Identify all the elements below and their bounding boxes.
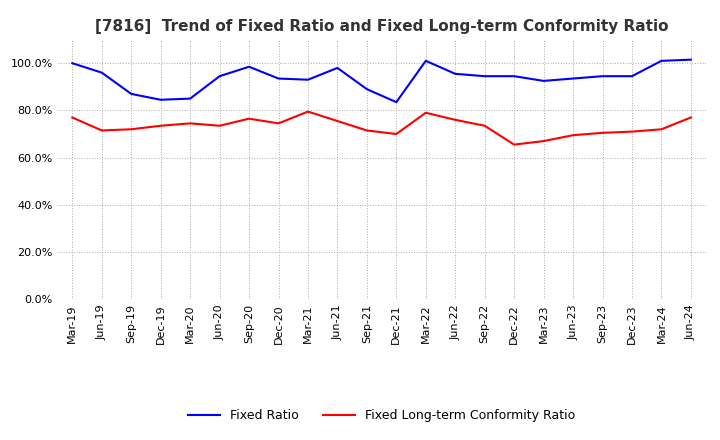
Fixed Long-term Conformity Ratio — [451, 117, 459, 122]
Fixed Long-term Conformity Ratio — [363, 128, 372, 133]
Fixed Ratio — [186, 96, 194, 101]
Fixed Ratio — [363, 87, 372, 92]
Fixed Long-term Conformity Ratio — [156, 123, 165, 128]
Fixed Ratio — [215, 73, 224, 79]
Fixed Ratio — [480, 73, 489, 79]
Title: [7816]  Trend of Fixed Ratio and Fixed Long-term Conformity Ratio: [7816] Trend of Fixed Ratio and Fixed Lo… — [95, 19, 668, 34]
Fixed Ratio — [451, 71, 459, 77]
Fixed Ratio — [245, 64, 253, 70]
Fixed Ratio — [687, 57, 696, 62]
Fixed Ratio — [628, 73, 636, 79]
Fixed Ratio — [274, 76, 283, 81]
Fixed Long-term Conformity Ratio — [657, 127, 666, 132]
Line: Fixed Ratio: Fixed Ratio — [72, 60, 691, 102]
Fixed Long-term Conformity Ratio — [480, 123, 489, 128]
Fixed Long-term Conformity Ratio — [569, 132, 577, 138]
Fixed Long-term Conformity Ratio — [628, 129, 636, 134]
Fixed Long-term Conformity Ratio — [304, 109, 312, 114]
Fixed Ratio — [657, 58, 666, 63]
Fixed Long-term Conformity Ratio — [245, 116, 253, 121]
Fixed Ratio — [421, 58, 430, 63]
Fixed Long-term Conformity Ratio — [510, 142, 518, 147]
Fixed Long-term Conformity Ratio — [539, 139, 548, 144]
Fixed Long-term Conformity Ratio — [687, 115, 696, 120]
Fixed Ratio — [304, 77, 312, 82]
Fixed Long-term Conformity Ratio — [127, 127, 135, 132]
Fixed Ratio — [156, 97, 165, 103]
Fixed Ratio — [598, 73, 607, 79]
Fixed Ratio — [333, 65, 342, 70]
Fixed Long-term Conformity Ratio — [215, 123, 224, 128]
Legend: Fixed Ratio, Fixed Long-term Conformity Ratio: Fixed Ratio, Fixed Long-term Conformity … — [184, 404, 580, 427]
Fixed Long-term Conformity Ratio — [68, 115, 76, 120]
Fixed Ratio — [510, 73, 518, 79]
Line: Fixed Long-term Conformity Ratio: Fixed Long-term Conformity Ratio — [72, 112, 691, 145]
Fixed Long-term Conformity Ratio — [97, 128, 106, 133]
Fixed Ratio — [68, 61, 76, 66]
Fixed Ratio — [392, 99, 400, 105]
Fixed Ratio — [127, 91, 135, 96]
Fixed Long-term Conformity Ratio — [598, 130, 607, 136]
Fixed Long-term Conformity Ratio — [186, 121, 194, 126]
Fixed Long-term Conformity Ratio — [421, 110, 430, 115]
Fixed Long-term Conformity Ratio — [274, 121, 283, 126]
Fixed Long-term Conformity Ratio — [333, 118, 342, 124]
Fixed Ratio — [97, 70, 106, 75]
Fixed Ratio — [569, 76, 577, 81]
Fixed Ratio — [539, 78, 548, 84]
Fixed Long-term Conformity Ratio — [392, 132, 400, 137]
